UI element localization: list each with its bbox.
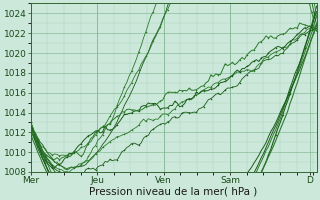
X-axis label: Pression niveau de la mer( hPa ): Pression niveau de la mer( hPa ) bbox=[90, 187, 258, 197]
